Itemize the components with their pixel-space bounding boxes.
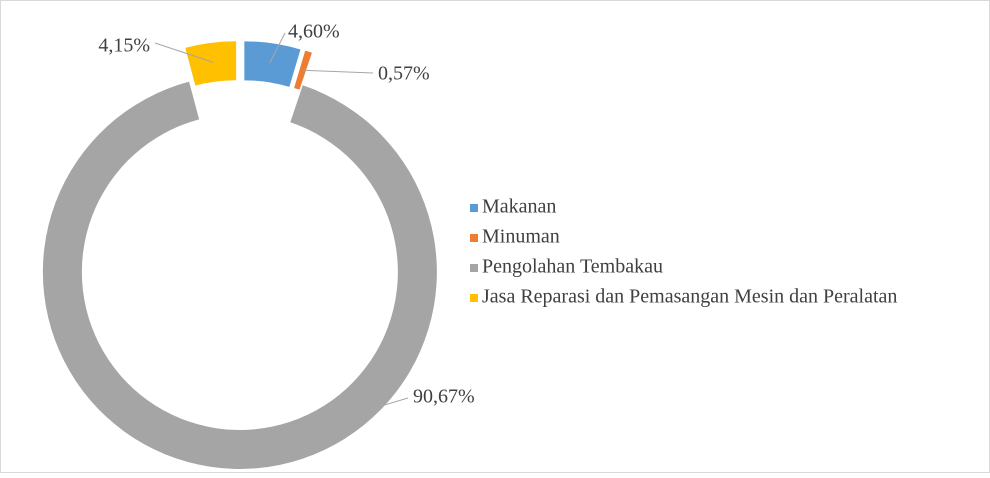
- leader-line: [269, 32, 286, 63]
- legend-label: Jasa Reparasi dan Pemasangan Mesin dan P…: [482, 286, 897, 308]
- data-label: 4,15%: [98, 35, 150, 57]
- leader-line: [302, 69, 374, 74]
- legend-label: Minuman: [482, 226, 560, 248]
- data-label: 0,57%: [378, 63, 430, 85]
- donut-slice: [244, 41, 301, 87]
- legend-swatch: [470, 204, 478, 212]
- legend-label: Makanan: [482, 196, 556, 218]
- legend-swatch: [470, 294, 478, 302]
- data-label: 4,60%: [288, 21, 340, 43]
- leader-line: [154, 42, 214, 63]
- leader-line: [234, 397, 409, 450]
- donut-slice: [185, 41, 237, 86]
- legend-label: Pengolahan Tembakau: [482, 256, 663, 278]
- legend-swatch: [470, 264, 478, 272]
- legend-swatch: [470, 234, 478, 242]
- data-label: 90,67%: [413, 386, 475, 408]
